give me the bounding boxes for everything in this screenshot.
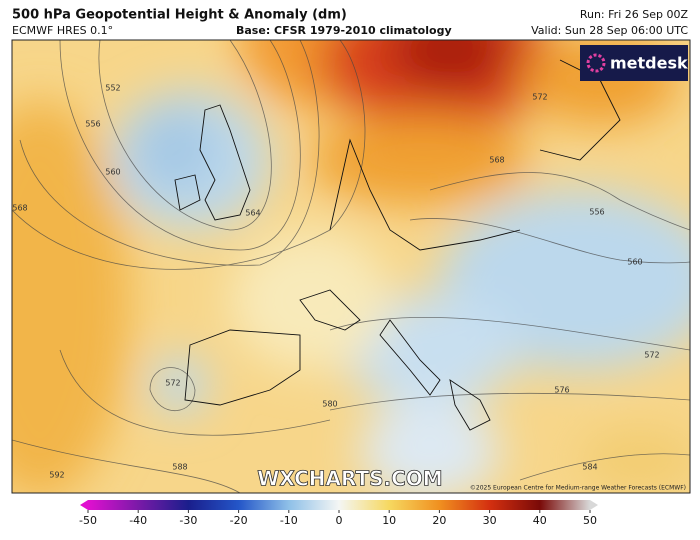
colorbar-tick-label: 50 — [583, 514, 597, 527]
base: Base: CFSR 1979-2010 climatology — [236, 24, 452, 37]
map: 552 556 560 568 564 572 568 556 560 572 576 580 572 5… — [12, 40, 690, 493]
contour-label: 564 — [245, 209, 260, 218]
colorbar-tick-label: 20 — [432, 514, 446, 527]
title: 500 hPa Geopotential Height & Anomaly (d… — [12, 8, 347, 23]
anomaly-field — [12, 40, 690, 493]
colorbar-tick-label: 10 — [382, 514, 396, 527]
colorbar-tick-label: -10 — [280, 514, 298, 527]
colorbar-tick-label: 30 — [483, 514, 497, 527]
contour-label: 568 — [12, 204, 27, 213]
contour-label: 560 — [627, 258, 642, 267]
contour-label: 572 — [532, 93, 547, 102]
colorbar-tick-label: -50 — [79, 514, 97, 527]
contours — [12, 40, 690, 493]
run: Run: Fri 26 Sep 00Z — [580, 8, 689, 21]
colorbar-tick-label: 40 — [533, 514, 547, 527]
contour-label: 572 — [165, 379, 180, 388]
contour-label: 588 — [172, 463, 187, 472]
contour-label: 552 — [105, 84, 120, 93]
map-frame — [11, 39, 691, 494]
colorbar-fill — [88, 500, 590, 510]
logo-icon — [586, 53, 606, 73]
contour-labels: 552 556 560 568 564 572 568 556 560 572 576 580 572 5… — [12, 84, 659, 480]
contour-label: 560 — [105, 168, 120, 177]
contour-label: 572 — [644, 351, 659, 360]
contour-label: 556 — [589, 208, 604, 217]
contour-label: 592 — [49, 471, 64, 480]
valid: Valid: Sun 28 Sep 06:00 UTC — [531, 24, 688, 37]
contour-label: 576 — [554, 386, 569, 395]
contour-label: 584 — [582, 463, 597, 472]
colorbar-arrow — [80, 500, 88, 510]
logo-text: metdesk — [610, 54, 688, 73]
colorbar-tick-label: 0 — [336, 514, 343, 527]
logo-box — [580, 45, 688, 81]
watermark: WXCHARTS.COM — [257, 467, 442, 491]
colorbar: -50 -40 -30 -20 -10 0 10 20 30 40 50 — [79, 500, 598, 527]
contour-label: 568 — [489, 156, 504, 165]
colorbar-tick-label: -30 — [179, 514, 197, 527]
model: ECMWF HRES 0.1° — [12, 24, 113, 37]
colorbar-arrow — [590, 500, 598, 510]
colorbar-tick-label: -20 — [230, 514, 248, 527]
contour-label: 580 — [322, 400, 337, 409]
contour-label: 556 — [85, 120, 100, 129]
credit: ©2025 European Centre for Medium-range W… — [470, 485, 686, 492]
colorbar-tick-label: -40 — [129, 514, 147, 527]
